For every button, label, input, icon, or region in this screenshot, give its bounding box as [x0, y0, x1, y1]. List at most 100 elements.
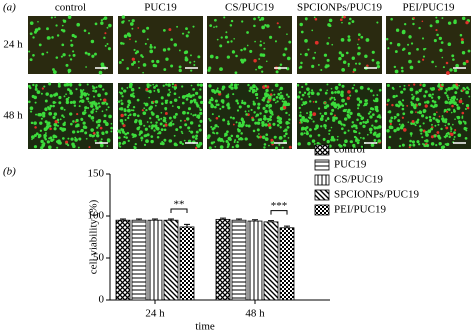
- cell-dot: [31, 135, 35, 139]
- cell-dot: [366, 118, 369, 121]
- cell-dot: [154, 124, 158, 128]
- bar: [131, 219, 147, 301]
- cell-dot: [60, 55, 64, 58]
- cell-dot: [127, 114, 130, 117]
- cell-dot: [330, 87, 333, 90]
- cell-dot: [269, 93, 273, 96]
- cell-dot: [217, 103, 220, 107]
- cell-dot: [391, 103, 394, 107]
- x-tick-label: 24 h: [145, 308, 165, 320]
- cell-dot: [456, 98, 459, 101]
- cell-dot: [332, 116, 336, 120]
- cell-dot: [440, 145, 445, 150]
- cell-dot: [453, 135, 456, 138]
- cell-dot: [140, 139, 143, 142]
- cell-dot: [421, 37, 425, 40]
- cell-dot: [264, 123, 268, 127]
- cell-dot: [271, 113, 274, 116]
- cell-dot: [124, 119, 127, 121]
- cell-dot: [446, 110, 449, 113]
- cell-dot: [421, 114, 425, 118]
- cell-dot: [217, 125, 220, 128]
- cell-dot: [356, 141, 360, 145]
- cell-dot: [366, 64, 369, 68]
- cell-dot: [401, 107, 405, 111]
- cell-dot: [227, 106, 231, 110]
- cell-dot: [120, 41, 123, 45]
- cell-dot: [132, 60, 136, 65]
- cell-dot: [197, 116, 201, 119]
- cell-dot: [54, 126, 56, 129]
- cell-dot: [257, 136, 260, 139]
- cell-dot: [279, 86, 284, 91]
- cell-dot: [390, 125, 394, 130]
- cell-dot: [263, 114, 266, 118]
- cell-dot: [67, 88, 70, 91]
- cell-dot: [373, 139, 377, 142]
- cell-dot: [422, 110, 426, 114]
- cell-dot: [373, 126, 377, 130]
- cell-dot: [272, 122, 276, 126]
- cell-dot: [131, 57, 135, 61]
- cell-dot: [339, 18, 343, 22]
- cell-dot: [343, 117, 348, 121]
- cell-dot: [94, 52, 97, 56]
- cell-dot: [30, 121, 34, 125]
- cell-dot: [173, 98, 178, 102]
- cell-dot: [393, 115, 396, 118]
- cell-dot: [414, 124, 417, 127]
- cell-dot: [453, 138, 455, 141]
- cell-dot: [72, 53, 76, 57]
- cell-dot: [173, 85, 178, 90]
- cell-dot: [65, 82, 70, 87]
- cell-dot: [134, 120, 138, 124]
- cell-dot: [196, 116, 198, 118]
- cell-dot: [435, 65, 437, 68]
- cell-dot: [351, 56, 356, 60]
- cell-dot: [226, 146, 229, 149]
- cell-dot: [299, 65, 303, 69]
- cell-dot: [54, 16, 56, 19]
- cell-dot: [220, 99, 225, 103]
- cell-dot: [161, 141, 165, 146]
- cell-dot: [402, 112, 406, 116]
- cell-dot: [41, 87, 45, 90]
- cell-dot: [256, 128, 260, 132]
- cell-dot: [127, 139, 130, 143]
- cell-dot: [409, 87, 414, 92]
- cell-dot: [119, 107, 124, 111]
- cell-dot: [277, 92, 281, 96]
- cell-dot: [124, 113, 127, 116]
- cell-dot: [408, 59, 412, 64]
- cell-dot: [225, 94, 230, 99]
- cell-dot: [265, 88, 269, 93]
- cell-dot: [232, 93, 235, 96]
- cell-dot: [165, 121, 167, 124]
- micrograph: [297, 15, 382, 74]
- cell-dot: [435, 118, 439, 122]
- cell-dot: [168, 88, 171, 91]
- cell-dot: [163, 116, 166, 119]
- cell-dot: [179, 141, 183, 145]
- cell-dot: [37, 135, 41, 139]
- error-bar: [152, 218, 158, 221]
- cell-dot: [68, 54, 71, 57]
- cell-dot: [190, 54, 192, 57]
- cell-dot: [271, 89, 274, 92]
- cell-dot: [107, 139, 111, 143]
- cell-dot: [159, 122, 163, 126]
- cell-dot: [46, 36, 51, 40]
- cell-dot: [287, 126, 290, 129]
- cell-dot: [399, 85, 401, 88]
- cell-dot: [366, 133, 369, 136]
- cell-dot: [256, 96, 259, 100]
- cell-dot: [426, 100, 430, 104]
- cell-dot: [257, 16, 260, 19]
- cell-dot: [70, 43, 74, 47]
- cell-dot: [253, 111, 256, 114]
- cell-dot: [262, 117, 266, 121]
- cell-dot: [371, 113, 375, 117]
- cell-dot: [388, 135, 392, 139]
- cell-dot: [189, 61, 192, 64]
- cell-dot: [198, 107, 201, 109]
